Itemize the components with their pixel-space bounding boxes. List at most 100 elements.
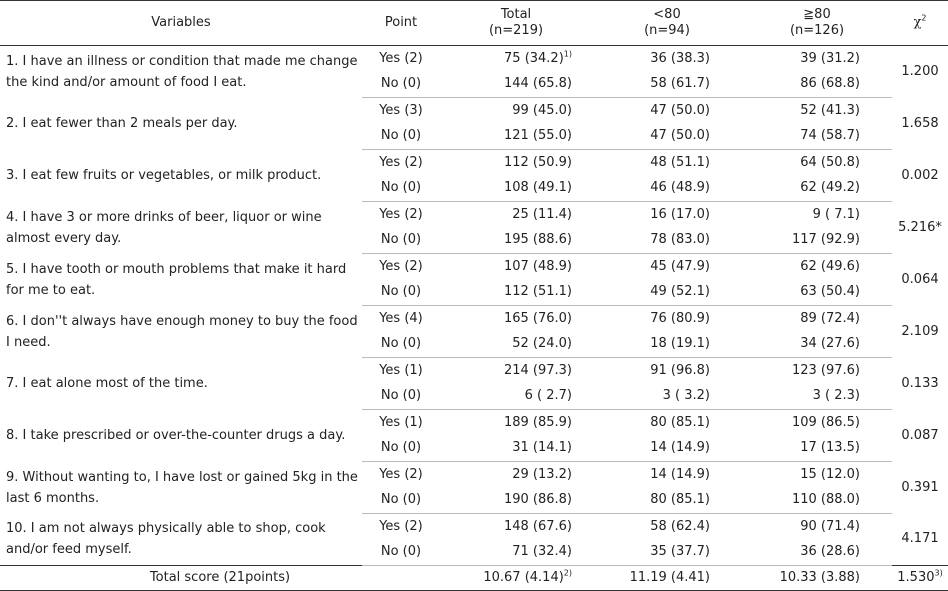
lt80-no: 18 (19.1)	[592, 331, 742, 358]
item-row-no: No (0) 144 (65.8) 58 (61.7) 86 (68.8)	[0, 71, 948, 98]
item-row-no: No (0) 31 (14.1) 14 (14.9) 17 (13.5)	[0, 435, 948, 462]
point-yes: Yes (2)	[379, 50, 423, 66]
item-label: 1. I have an illness or condition that m…	[6, 53, 358, 90]
lt80-yes: 36 (38.3)	[650, 50, 710, 66]
total-no: 31 (14.1)	[440, 435, 592, 462]
total-no: 121 (55.0)	[440, 123, 592, 150]
header-variables: Variables	[0, 0, 362, 46]
item-row-no: No (0) 52 (24.0) 18 (19.1) 34 (27.6)	[0, 331, 948, 358]
ge80-yes: 52 (41.3)	[800, 102, 860, 118]
chi-square-value: 0.064	[901, 271, 939, 287]
ge80-yes: 109 (86.5)	[791, 414, 860, 430]
ge80-yes: 62 (49.6)	[800, 258, 860, 274]
point-yes: Yes (2)	[379, 518, 423, 534]
total-no: 71 (32.4)	[440, 539, 592, 566]
total-yes: 75 (34.2)1)	[504, 49, 572, 66]
lt80-no: 3 ( 3.2)	[592, 383, 742, 410]
total-yes: 214 (97.3)	[503, 362, 572, 378]
item-row-no: No (0) 6 ( 2.7) 3 ( 3.2) 3 ( 2.3)	[0, 383, 948, 410]
lt80-no: 35 (37.7)	[592, 539, 742, 566]
lt80-no: 80 (85.1)	[592, 487, 742, 514]
total-yes: 99 (45.0)	[512, 102, 572, 118]
total-yes: 112 (50.9)	[503, 154, 572, 170]
item-row-yes: 6. I don''t always have enough money to …	[0, 306, 948, 350]
ge80-no: 36 (28.6)	[742, 539, 892, 566]
lt80-yes: 80 (85.1)	[650, 414, 710, 430]
item-row-yes: 1. I have an illness or condition that m…	[0, 46, 948, 90]
item-row-yes: 7. I eat alone most of the time. Yes (1) 2…	[0, 358, 948, 391]
lt80-yes: 91 (96.8)	[650, 362, 710, 378]
point-yes: Yes (1)	[379, 362, 423, 378]
lt80-no: 78 (83.0)	[592, 227, 742, 254]
ge80-yes: 90 (71.4)	[800, 518, 860, 534]
header-point: Point	[362, 0, 440, 46]
chi-square-value: 2.109	[901, 323, 939, 339]
total-score-lt80: 11.19 (4.41)	[592, 565, 742, 591]
lt80-no: 47 (50.0)	[592, 123, 742, 150]
ge80-no: 117 (92.9)	[742, 227, 892, 254]
total-yes: 189 (85.9)	[503, 414, 572, 430]
item-label: 4. I have 3 or more drinks of beer, liqu…	[6, 209, 322, 246]
lt80-yes: 48 (51.1)	[650, 154, 710, 170]
point-yes: Yes (4)	[379, 310, 423, 326]
total-yes: 107 (48.9)	[503, 258, 572, 274]
item-row-no: No (0) 195 (88.6) 78 (83.0) 117 (92.9)	[0, 227, 948, 254]
total-score-row: Total score (21points) 10.67 (4.14)2) 11.1…	[0, 565, 948, 591]
header-total: Total (n=219)	[440, 0, 592, 46]
chi-square-value: 1.658	[901, 115, 939, 131]
point-no: No (0)	[362, 331, 440, 358]
point-yes: Yes (1)	[379, 414, 423, 430]
header-lt80: <80 (n=94)	[592, 0, 742, 46]
chi-square-value: 0.391	[901, 479, 939, 495]
point-no: No (0)	[362, 435, 440, 462]
item-row-yes: 8. I take prescribed or over-the-counter…	[0, 410, 948, 443]
total-score-label: Total score (21points)	[0, 565, 440, 591]
item-row-no: No (0) 112 (51.1) 49 (52.1) 63 (50.4)	[0, 279, 948, 306]
ge80-no: 34 (27.6)	[742, 331, 892, 358]
ge80-no: 74 (58.7)	[742, 123, 892, 150]
lt80-yes: 47 (50.0)	[650, 102, 710, 118]
footnote-marker: 3)	[934, 568, 943, 578]
item-row-yes: 4. I have 3 or more drinks of beer, liqu…	[0, 202, 948, 246]
lt80-yes: 58 (62.4)	[650, 518, 710, 534]
total-score-chi: 1.5303)	[892, 565, 948, 591]
item-row-no: No (0) 121 (55.0) 47 (50.0) 74 (58.7)	[0, 123, 948, 150]
lt80-no: 14 (14.9)	[592, 435, 742, 462]
total-yes: 25 (11.4)	[512, 206, 572, 222]
header-ge80: ≧80 (n=126)	[742, 0, 892, 46]
chi-square-value: 0.133	[901, 375, 939, 391]
item-label: 2. I eat fewer than 2 meals per day.	[6, 116, 238, 131]
header-chi-square: χ2	[892, 0, 948, 46]
item-row-yes: 9. Without wanting to, I have lost or ga…	[0, 462, 948, 506]
lt80-yes: 45 (47.9)	[650, 258, 710, 274]
lt80-no: 58 (61.7)	[592, 71, 742, 98]
chi-square-value: 0.087	[901, 427, 939, 443]
point-yes: Yes (2)	[379, 206, 423, 222]
total-score-total: 10.67 (4.14)2)	[440, 565, 592, 591]
point-no: No (0)	[362, 123, 440, 150]
chi-square-value: 0.002	[901, 167, 939, 183]
lt80-yes: 16 (17.0)	[650, 206, 710, 222]
ge80-no: 63 (50.4)	[742, 279, 892, 306]
item-label: 9. Without wanting to, I have lost or ga…	[6, 469, 358, 506]
total-yes: 165 (76.0)	[503, 310, 572, 326]
item-row-no: No (0) 190 (86.8) 80 (85.1) 110 (88.0)	[0, 487, 948, 514]
ge80-no: 110 (88.0)	[742, 487, 892, 514]
point-yes: Yes (2)	[379, 258, 423, 274]
lt80-yes: 14 (14.9)	[650, 466, 710, 482]
point-no: No (0)	[362, 227, 440, 254]
item-row-yes: 3. I eat few fruits or vegetables, or mi…	[0, 150, 948, 183]
ge80-no: 86 (68.8)	[742, 71, 892, 98]
total-no: 144 (65.8)	[440, 71, 592, 98]
ge80-no: 62 (49.2)	[742, 175, 892, 202]
point-no: No (0)	[362, 175, 440, 202]
total-no: 52 (24.0)	[440, 331, 592, 358]
total-no: 190 (86.8)	[440, 487, 592, 514]
total-no: 108 (49.1)	[440, 175, 592, 202]
item-row-yes: 5. I have tooth or mouth problems that m…	[0, 254, 948, 298]
item-row-no: No (0) 108 (49.1) 46 (48.9) 62 (49.2)	[0, 175, 948, 202]
ge80-no: 17 (13.5)	[742, 435, 892, 462]
footnote-marker: 1)	[563, 49, 572, 59]
chi-square-value: 4.171	[901, 531, 939, 547]
